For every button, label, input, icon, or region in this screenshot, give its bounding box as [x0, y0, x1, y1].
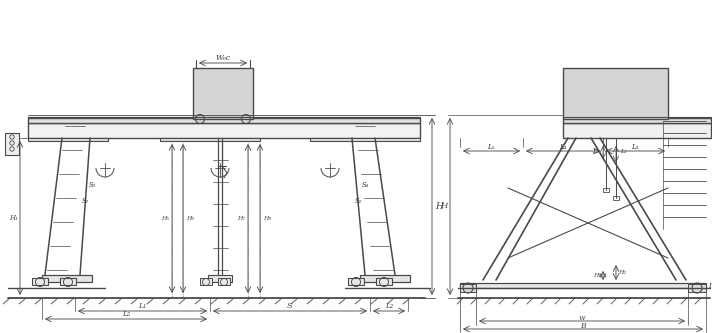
- Bar: [460, 284, 476, 292]
- Bar: [348, 278, 364, 285]
- Text: L₅: L₅: [487, 143, 495, 151]
- Text: S: S: [287, 302, 293, 310]
- Bar: [603, 188, 609, 192]
- Text: S₃: S₃: [88, 181, 95, 189]
- Bar: [563, 123, 711, 138]
- Text: H₂: H₂: [618, 270, 626, 275]
- Bar: [42, 275, 92, 282]
- Text: I: I: [708, 282, 711, 290]
- Bar: [563, 68, 668, 119]
- Bar: [28, 138, 108, 141]
- Bar: [200, 278, 212, 285]
- Text: H: H: [435, 202, 443, 211]
- Bar: [60, 278, 76, 285]
- Text: H₆: H₆: [186, 216, 194, 221]
- Text: Wₑc: Wₑc: [216, 54, 231, 62]
- Text: H: H: [440, 202, 447, 210]
- Bar: [160, 138, 260, 141]
- Bar: [460, 283, 706, 288]
- Bar: [563, 118, 711, 123]
- Bar: [5, 133, 19, 155]
- Bar: [28, 118, 420, 123]
- Text: L₂: L₂: [385, 302, 393, 310]
- Text: H₈: H₈: [263, 216, 271, 221]
- Bar: [218, 278, 230, 285]
- Text: H₁: H₁: [593, 273, 601, 278]
- Text: w: w: [579, 314, 585, 322]
- Text: L₁: L₁: [138, 302, 147, 310]
- Text: L₂: L₂: [592, 149, 599, 154]
- Bar: [360, 275, 410, 282]
- Bar: [613, 196, 619, 200]
- Text: S₂: S₂: [81, 197, 88, 205]
- Bar: [193, 68, 253, 119]
- Bar: [310, 138, 420, 141]
- Bar: [376, 278, 392, 285]
- Text: L₃: L₃: [620, 149, 627, 154]
- Bar: [32, 278, 48, 285]
- Text: H₇: H₇: [237, 216, 245, 221]
- Text: L₄: L₄: [560, 143, 567, 151]
- Text: S₂: S₂: [355, 197, 362, 205]
- Text: B: B: [580, 322, 586, 330]
- Text: H₅: H₅: [161, 216, 169, 221]
- Bar: [208, 275, 232, 282]
- Text: L₃: L₃: [632, 143, 639, 151]
- Bar: [28, 123, 420, 138]
- Text: S₄: S₄: [362, 181, 369, 189]
- Text: H₁: H₁: [9, 214, 18, 222]
- Text: L₂: L₂: [122, 310, 130, 318]
- Bar: [688, 284, 706, 292]
